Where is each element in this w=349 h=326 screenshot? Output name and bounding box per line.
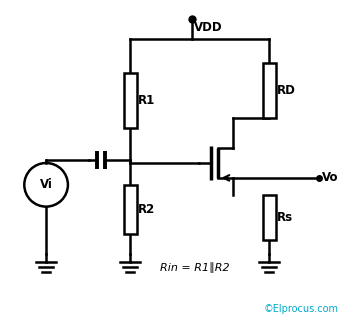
Text: Vo: Vo [322,171,338,185]
Text: ©Elprocus.com: ©Elprocus.com [263,304,339,314]
Text: R2: R2 [138,203,156,216]
Text: Rin = R1∥R2: Rin = R1∥R2 [160,262,230,273]
Text: R1: R1 [138,94,156,107]
Text: VDD: VDD [194,21,222,34]
FancyBboxPatch shape [263,195,276,240]
Text: RD: RD [277,84,296,97]
FancyBboxPatch shape [263,63,276,118]
FancyBboxPatch shape [124,185,137,234]
Text: Rs: Rs [277,211,293,224]
FancyBboxPatch shape [124,73,137,128]
Text: Vi: Vi [40,178,53,191]
